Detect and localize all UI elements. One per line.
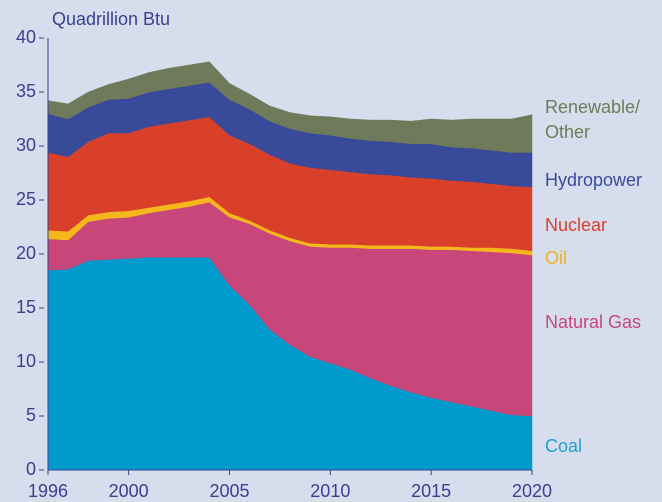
area bbox=[47, 61, 533, 153]
series-label: Renewable/ Other bbox=[545, 97, 641, 142]
y-tick-label: 10 bbox=[16, 351, 36, 371]
y-tick-label: 0 bbox=[26, 459, 36, 479]
series-label: Nuclear bbox=[545, 215, 608, 235]
series-label: Natural Gas bbox=[545, 312, 642, 332]
x-tick-label: 2000 bbox=[109, 481, 149, 501]
y-tick-label: 15 bbox=[16, 297, 36, 317]
y-axis-label: Quadrillion Btu bbox=[52, 9, 170, 29]
y-tick-label: 5 bbox=[26, 405, 36, 425]
x-tick-label: 2005 bbox=[209, 481, 249, 501]
y-tick-label: 40 bbox=[16, 27, 36, 47]
x-tick-label: 2010 bbox=[310, 481, 350, 501]
x-tick-label: 2015 bbox=[411, 481, 451, 501]
y-tick-label: 35 bbox=[16, 81, 36, 101]
series-label: Oil bbox=[545, 248, 567, 268]
series-label: Hydropower bbox=[545, 170, 643, 190]
y-tick-label: 30 bbox=[16, 135, 36, 155]
y-tick-label: 25 bbox=[16, 189, 36, 209]
y-tick-label: 20 bbox=[16, 243, 36, 263]
series-label: Coal bbox=[545, 436, 583, 456]
x-tick-label: 2020 bbox=[512, 481, 552, 501]
x-tick-label: 1996 bbox=[28, 481, 68, 501]
